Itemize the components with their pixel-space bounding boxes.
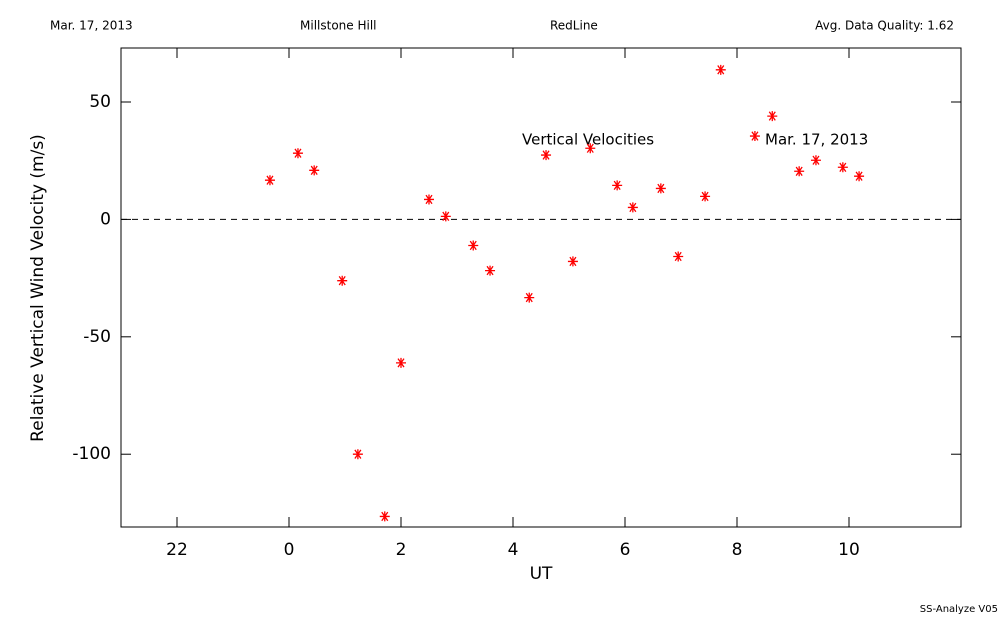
footer: SS-Analyze V05: [920, 604, 998, 615]
annotation: Mar. 17, 2013: [765, 131, 868, 149]
header-site: Millstone Hill: [300, 19, 376, 33]
point: [715, 64, 726, 75]
point: [309, 165, 320, 176]
header-quality: Avg. Data Quality: 1.62: [815, 19, 954, 33]
point: [655, 183, 666, 194]
point: [468, 240, 479, 251]
point: [424, 194, 434, 205]
x-tick-label: 0: [284, 540, 295, 560]
point: [264, 175, 275, 186]
x-tick-label: 2: [396, 540, 407, 560]
x-axis-label: UT: [530, 564, 553, 584]
x-tick-label: 4: [508, 540, 519, 560]
point: [396, 357, 406, 368]
y-tick-label: 50: [89, 92, 111, 112]
annotation: Vertical Velocities: [522, 131, 654, 149]
x-tick-label: 10: [838, 540, 860, 560]
point: [767, 111, 778, 122]
x-tick-label: 6: [620, 540, 631, 560]
point: [627, 202, 638, 213]
x-tick-label: 22: [166, 540, 188, 560]
y-tick-label: -50: [83, 327, 111, 347]
point: [837, 162, 848, 173]
y-axis-label: Relative Vertical Wind Velocity (m/s): [28, 134, 48, 442]
point: [612, 180, 623, 191]
point: [673, 251, 684, 262]
point: [485, 265, 496, 276]
point: [854, 171, 865, 182]
plot-frame: [120, 47, 962, 528]
point: [379, 511, 390, 522]
point: [541, 150, 552, 161]
point: [810, 155, 821, 166]
header-date: Mar. 17, 2013: [50, 19, 133, 33]
point: [749, 131, 760, 142]
point: [292, 148, 303, 159]
y-tick-label: -100: [72, 444, 111, 464]
header-line: RedLine: [550, 19, 598, 33]
y-tick-label: 0: [100, 209, 111, 229]
point: [794, 166, 805, 177]
point: [337, 275, 348, 286]
point: [700, 191, 711, 202]
point: [567, 256, 578, 267]
x-tick-label: 8: [732, 540, 743, 560]
point: [352, 449, 363, 460]
point: [440, 211, 451, 222]
point: [524, 292, 535, 303]
point: [585, 143, 596, 154]
